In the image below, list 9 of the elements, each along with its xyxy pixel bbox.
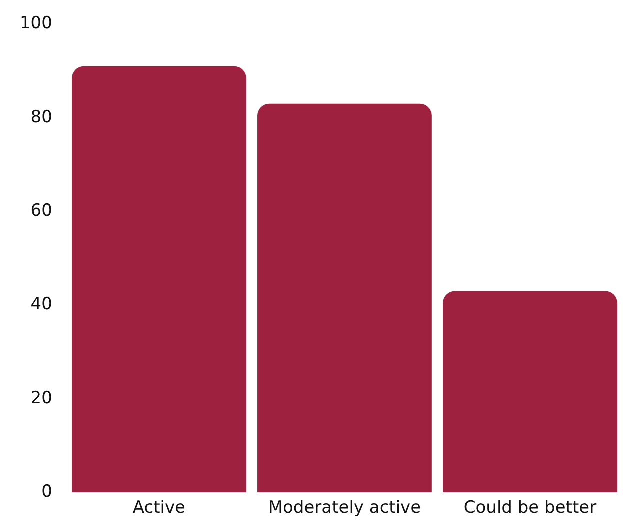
y-tick-label: 100	[20, 14, 52, 34]
y-tick-label: 40	[30, 294, 52, 315]
y-tick-label: 20	[30, 388, 52, 408]
x-tick-label: Could be better	[464, 498, 597, 518]
x-tick-label: Active	[132, 498, 186, 518]
y-tick-label: 60	[30, 200, 52, 221]
y-tick-label: 80	[30, 107, 52, 128]
y-tick-label: 0	[42, 482, 52, 502]
x-tick-label: Moderately active	[268, 498, 422, 518]
